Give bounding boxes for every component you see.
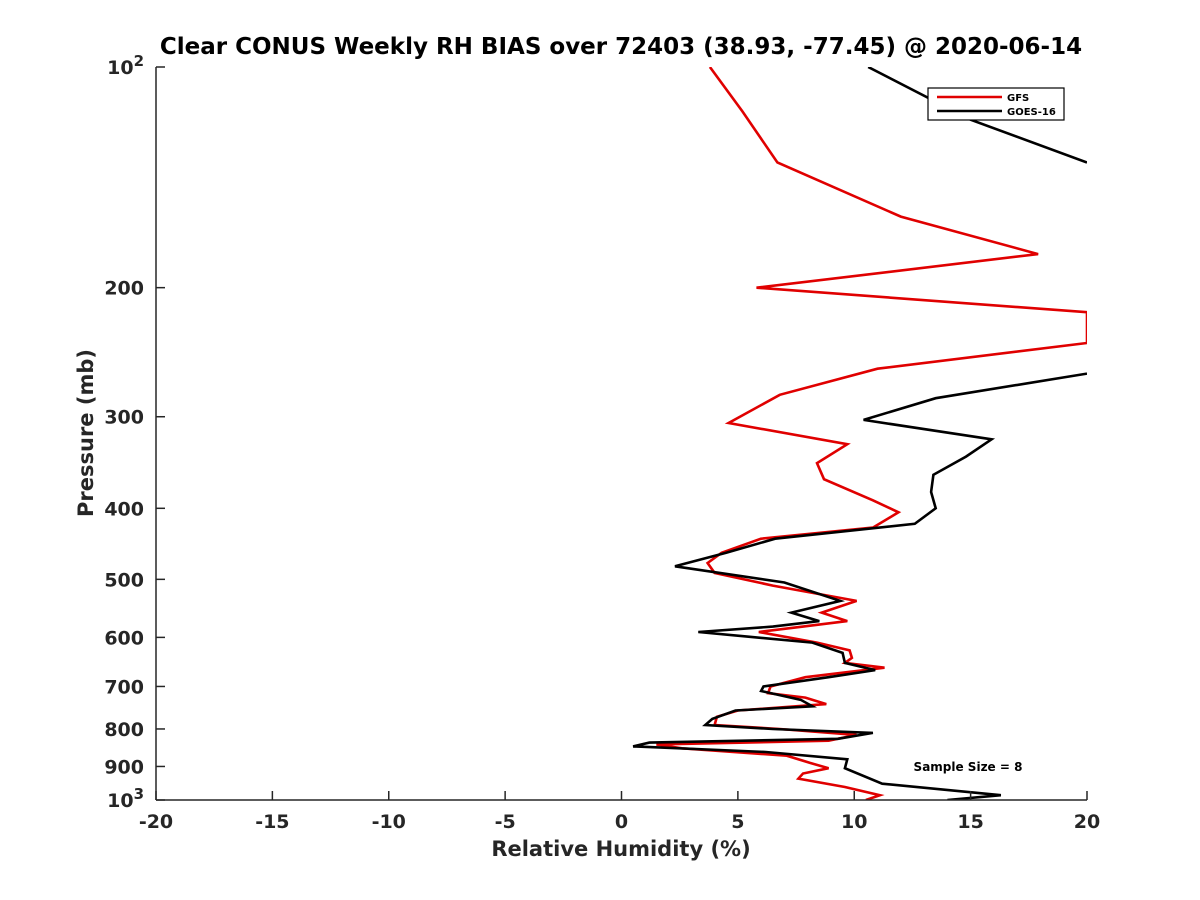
y-tick-label: 700: [104, 676, 144, 698]
y-tick-label: 500: [104, 569, 144, 591]
y-tick-label: 600: [104, 627, 144, 649]
x-tick-label: 0: [615, 811, 628, 833]
plot-area: [156, 67, 1087, 800]
legend: GFS GOES-16: [927, 87, 1065, 121]
y-tick-label: 300: [104, 407, 144, 429]
y-axis-label: Pressure (mb): [74, 349, 98, 517]
x-axis-ticks: -20 -15 -10 -5 0 5 10 15 20: [139, 791, 1100, 833]
y-axis-ticks: 102 200 300 400 500 600 700 800 900 103: [104, 52, 165, 812]
x-tick-label: -15: [255, 811, 289, 833]
legend-label-goes16: GOES-16: [1007, 107, 1056, 118]
x-tick-label: 20: [1074, 811, 1100, 833]
legend-label-gfs: GFS: [1007, 93, 1029, 104]
y-tick-label: 200: [104, 278, 144, 300]
sample-size-annotation: Sample Size = 8: [914, 760, 1023, 774]
x-tick-label: 15: [957, 811, 983, 833]
x-axis-label: Relative Humidity (%): [491, 837, 750, 861]
y-tick-label: 800: [104, 719, 144, 741]
x-tick-label: 5: [731, 811, 744, 833]
x-tick-label: -5: [495, 811, 516, 833]
series-line-gfs: [656, 67, 1087, 800]
legend-box: [927, 87, 1065, 121]
x-tick-label: -10: [372, 811, 406, 833]
x-tick-label: 10: [841, 811, 867, 833]
x-tick-label: -20: [139, 811, 173, 833]
chart-title: Clear CONUS Weekly RH BIAS over 72403 (3…: [160, 34, 1082, 60]
y-tick-label: 103: [107, 785, 144, 812]
y-tick-label: 400: [104, 498, 144, 520]
y-tick-label: 900: [104, 756, 144, 778]
y-tick-label: 102: [107, 52, 144, 79]
